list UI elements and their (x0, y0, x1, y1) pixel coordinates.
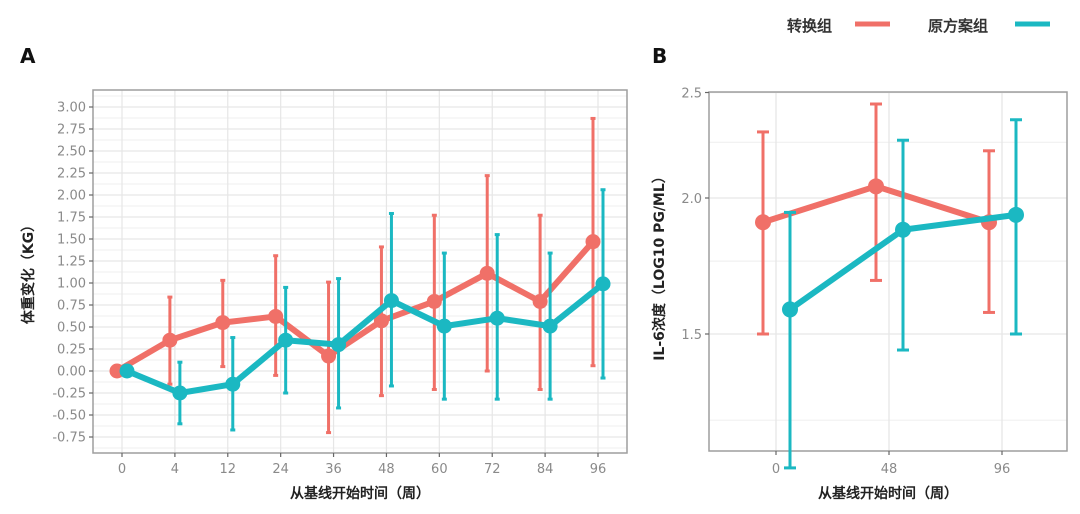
panel-a-point (331, 337, 347, 353)
panel-a-point (321, 348, 337, 364)
panel-b-series-original (782, 118, 1024, 470)
panel-a-x-tick-label: 60 (431, 462, 448, 477)
panel-a-series (109, 116, 611, 435)
panel-a-x-tick-label: 4 (171, 462, 179, 477)
panel-a-y-tick-label: 2.00 (57, 189, 86, 204)
panel-a-point (542, 318, 558, 334)
panel-a-series-switch (109, 116, 601, 435)
panel-b-y-title: IL-6浓度（LOG10 PG/ML） (651, 169, 668, 361)
panel-b-y-tick-label: 2.0 (681, 192, 702, 207)
panel-b-series (755, 102, 1024, 470)
panel-a-x-tick-label: 0 (118, 462, 126, 477)
panel-a-x-tick-label: 84 (537, 462, 554, 477)
panel-a-y-tick-label: -0.25 (52, 387, 86, 402)
panel-a-point (162, 332, 178, 348)
panel-a-y-tick-label: 1.25 (57, 255, 86, 270)
panel-a-y-tick-label: 2.75 (57, 123, 86, 138)
panel-a-y-title: 体重变化（KG） (20, 218, 37, 324)
panel-a-line (125, 281, 605, 396)
legend: 转换组 原方案组 (787, 17, 1050, 35)
panel-a-point (278, 332, 294, 348)
panel-a-series-original (119, 188, 611, 432)
panel-b-y-tick-label: 2.5 (681, 87, 702, 102)
panel-a-x-tick-label: 96 (590, 462, 607, 477)
panel-b-point (782, 301, 798, 318)
panel-a-y-tick-label: 2.50 (57, 145, 86, 160)
panel-a-point (373, 313, 389, 329)
panel-a-point (595, 276, 611, 292)
panel-a-x-tick-label: 24 (272, 462, 289, 477)
panel-a-y-tick-label: 1.00 (57, 277, 86, 292)
panel-a-point (383, 293, 399, 309)
panel-b-point (868, 178, 884, 195)
panel-a-point (225, 376, 241, 392)
panel-a-point (172, 385, 188, 401)
panel-a-point (585, 234, 601, 250)
panel-b-x-tick-label: 96 (994, 462, 1011, 477)
panel-b-point (1008, 206, 1024, 223)
panel-a-point (436, 318, 452, 334)
panel-a-x-tick-label: 72 (484, 462, 501, 477)
panel-b-label: B (652, 44, 667, 68)
panel-b-y-axis: 2.5 2.0 1.5 (681, 87, 709, 343)
panel-a-x-title: 从基线开始时间（周） (290, 485, 430, 502)
panel-a-y-tick-label: 3.00 (57, 101, 86, 116)
panel-b-point (755, 214, 771, 231)
panel-a-point (479, 265, 495, 281)
panel-a-x-tick-label: 48 (378, 462, 395, 477)
panel-a-y-axis: 3.00 2.75 2.50 2.25 2.00 1.75 1.50 1.25 1.00 0.75… (52, 101, 93, 446)
panel-a-grid (93, 90, 627, 453)
panel-a-x-tick-label: 12 (220, 462, 237, 477)
panel-a-y-tick-label: 1.75 (57, 211, 86, 226)
panel-a-y-tick-label: 1.50 (57, 233, 86, 248)
panel-a-y-tick-label: 0.25 (57, 343, 86, 358)
panel-a-y-tick-label: 2.25 (57, 167, 86, 182)
panel-b-y-tick-label: 1.5 (681, 328, 702, 343)
panel-b-x-axis: 0 48 96 (772, 451, 1010, 477)
panel-a-point (268, 308, 284, 324)
panel-a-y-tick-label: -0.50 (52, 409, 86, 424)
panel-a: A 3.00 2.75 2.50 2.25 2.00 1.75 1.50 1.25 1.00 0.… (20, 44, 628, 502)
panel-b-x-title: 从基线开始时间（周） (818, 485, 958, 502)
panel-a-x-tick-label: 36 (325, 462, 342, 477)
panel-a-x-axis: 0 4 12 24 36 48 60 72 84 96 (118, 453, 606, 477)
panel-b-frame (708, 91, 1068, 452)
panel-a-point (532, 293, 548, 309)
panel-b-point (895, 221, 911, 238)
panel-a-label: A (20, 44, 36, 68)
panel-a-line (115, 239, 596, 374)
panel-a-point (119, 363, 135, 379)
panel-a-y-tick-label: 0.00 (57, 365, 86, 380)
panel-a-point (489, 310, 505, 326)
panel-a-y-tick-label: 0.50 (57, 321, 86, 336)
panel-a-point (426, 293, 442, 309)
panel-b-x-tick-label: 0 (772, 462, 780, 477)
legend-label-original: 原方案组 (928, 17, 988, 35)
panel-b-x-tick-label: 48 (881, 462, 898, 477)
panel-a-y-tick-label: -0.75 (52, 431, 86, 446)
panel-a-y-tick-label: 0.75 (57, 299, 86, 314)
legend-label-switch: 转换组 (787, 17, 832, 35)
panel-a-point (215, 315, 231, 331)
panel-a-frame (92, 89, 628, 454)
panel-b: B 2.5 2.0 1.5 0 48 96 从基线开始时间（周） IL-6浓度（LOG1… (651, 44, 1068, 502)
